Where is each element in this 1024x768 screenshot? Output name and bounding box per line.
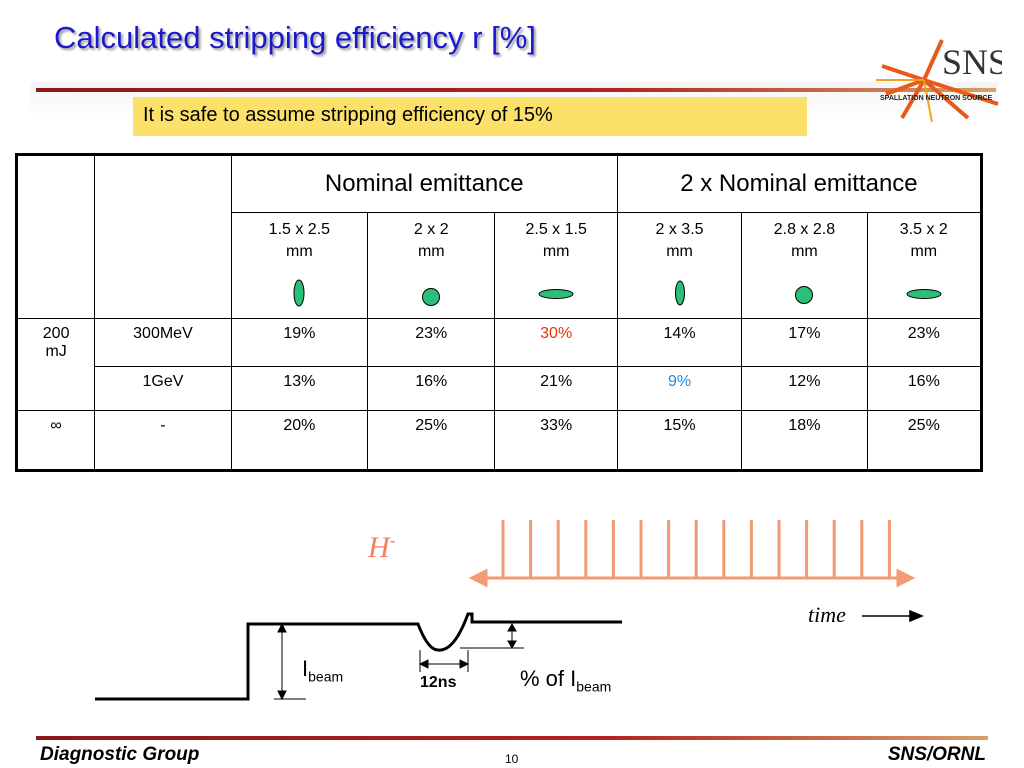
table-cell: 12% bbox=[741, 366, 868, 411]
table-cell-highlight-blue: 9% bbox=[616, 366, 743, 411]
table-cell: 25% bbox=[367, 410, 496, 471]
callout-note: It is safe to assume stripping efficienc… bbox=[133, 97, 807, 136]
circle-icon bbox=[422, 288, 441, 306]
column-header: 2 x 2 mm bbox=[367, 212, 496, 319]
column-unit: mm bbox=[417, 243, 445, 260]
sns-logo-subtext: SPALLATION NEUTRON SOURCE bbox=[880, 95, 992, 102]
column-size: 2.8 x 2.8 bbox=[773, 221, 836, 238]
row-label-energy: 200 mJ bbox=[15, 318, 96, 411]
table-cell-highlight-red: 30% bbox=[494, 318, 618, 367]
row-label-energy-value: 200 bbox=[42, 325, 70, 342]
column-header: 2.5 x 1.5 mm bbox=[494, 212, 618, 319]
row-label-beam: 1GeV bbox=[94, 366, 232, 411]
table-cell: 19% bbox=[230, 318, 369, 367]
table-cell: 23% bbox=[866, 318, 983, 367]
arrow-left-icon bbox=[468, 568, 488, 588]
column-header: 3.5 x 2 mm bbox=[866, 212, 983, 319]
table-cell: 25% bbox=[866, 410, 983, 471]
table-cell: 33% bbox=[494, 410, 618, 471]
column-unit: mm bbox=[542, 243, 570, 260]
footer-group: Diagnostic Group bbox=[40, 744, 200, 765]
table-row: ∞ - 20% 25% 33% 15% 18% 25% bbox=[15, 410, 983, 471]
column-unit: mm bbox=[666, 243, 693, 260]
column-size: 2 x 2 bbox=[413, 221, 449, 238]
table-cell: 20% bbox=[230, 410, 369, 471]
percent-subscript: beam bbox=[576, 678, 612, 695]
h-minus-label: H- bbox=[368, 530, 396, 565]
table-row: 200 mJ 300MeV 19% 23% 30% 14% 17% 23% bbox=[15, 318, 983, 411]
row-label-energy: ∞ bbox=[15, 410, 96, 471]
row-label-energy-unit: mJ bbox=[45, 343, 67, 360]
arrow-right-icon bbox=[896, 568, 916, 588]
tall-ellipse-icon bbox=[674, 280, 685, 306]
arrow-up-icon bbox=[277, 622, 287, 633]
pulse-width-label: 12ns bbox=[420, 674, 457, 691]
corner-cell-2 bbox=[94, 154, 232, 319]
table-cell: 17% bbox=[741, 318, 868, 367]
column-header: 2.8 x 2.8 mm bbox=[741, 212, 868, 319]
column-unit: mm bbox=[910, 243, 938, 260]
tall-ellipse-icon bbox=[293, 279, 305, 307]
percent-label: % of Ibeam bbox=[520, 666, 611, 694]
slide-title: Calculated stripping efficiency r [%] bbox=[54, 20, 536, 55]
column-size: 1.5 x 2.5 bbox=[268, 221, 331, 238]
footer-rule bbox=[36, 736, 988, 740]
column-header: 1.5 x 2.5 mm bbox=[230, 212, 369, 319]
wide-ellipse-icon bbox=[538, 289, 574, 299]
ibeam-symbol: I bbox=[302, 656, 309, 681]
efficiency-table: Nominal emittance 2 x Nominal emittance … bbox=[15, 153, 983, 472]
table-cell: 15% bbox=[616, 410, 743, 471]
sns-logo: SNS SPALLATION NEUTRON SOURCE bbox=[876, 39, 1002, 123]
wide-ellipse-icon bbox=[906, 289, 942, 299]
circle-icon bbox=[795, 286, 814, 304]
column-size: 2.5 x 1.5 bbox=[525, 221, 587, 238]
group-header-nominal: Nominal emittance bbox=[230, 154, 618, 213]
group-header-row: Nominal emittance 2 x Nominal emittance bbox=[15, 154, 983, 319]
column-size: 2 x 3.5 bbox=[655, 221, 704, 238]
h-minus-symbol: H bbox=[368, 531, 390, 564]
table-cell: 21% bbox=[494, 366, 618, 411]
sns-logo-text: SNS bbox=[942, 42, 1002, 82]
arrow-down-icon bbox=[507, 640, 517, 650]
table-cell: 13% bbox=[230, 366, 369, 411]
table-cell: 18% bbox=[741, 410, 868, 471]
ibeam-subscript: beam bbox=[308, 668, 344, 685]
arrow-right-icon bbox=[459, 659, 470, 669]
time-label: time bbox=[808, 602, 846, 627]
table-cell: 23% bbox=[367, 318, 496, 367]
sns-logo-star-icon bbox=[881, 39, 999, 120]
arrow-up-icon bbox=[507, 622, 517, 632]
table-cell: 14% bbox=[616, 318, 743, 367]
footer-org: SNS/ORNL bbox=[887, 744, 986, 765]
arrow-right-icon bbox=[909, 609, 924, 623]
page-number: 10 bbox=[505, 752, 519, 766]
size-header-row: 1.5 x 2.5 mm 2 x 2 mm 2.5 x 1.5 mm 2 x 3… bbox=[17, 212, 983, 319]
ibeam-label: Ibeam bbox=[302, 656, 343, 684]
table-cell: 16% bbox=[866, 366, 983, 411]
row-label-beam: - bbox=[94, 410, 232, 471]
table-cell: 16% bbox=[367, 366, 496, 411]
beam-diagram bbox=[95, 520, 924, 701]
column-unit: mm bbox=[286, 243, 313, 260]
table-row: 1GeV 13% 16% 21% 9% 12% 16% bbox=[17, 366, 983, 411]
percent-text: % of I bbox=[520, 666, 577, 691]
arrow-down-icon bbox=[277, 690, 287, 701]
column-size: 3.5 x 2 bbox=[899, 221, 948, 238]
corner-cell-1 bbox=[15, 154, 96, 319]
column-header: 2 x 3.5 mm bbox=[616, 212, 743, 319]
column-unit: mm bbox=[791, 243, 818, 260]
group-header-double: 2 x Nominal emittance bbox=[616, 154, 983, 213]
header-rule bbox=[36, 88, 996, 92]
beam-current-waveform bbox=[95, 612, 622, 701]
row-label-beam: 300MeV bbox=[94, 318, 232, 367]
h-minus-charge: - bbox=[389, 530, 396, 550]
arrow-left-icon bbox=[418, 659, 429, 669]
pulse-train bbox=[468, 520, 916, 588]
